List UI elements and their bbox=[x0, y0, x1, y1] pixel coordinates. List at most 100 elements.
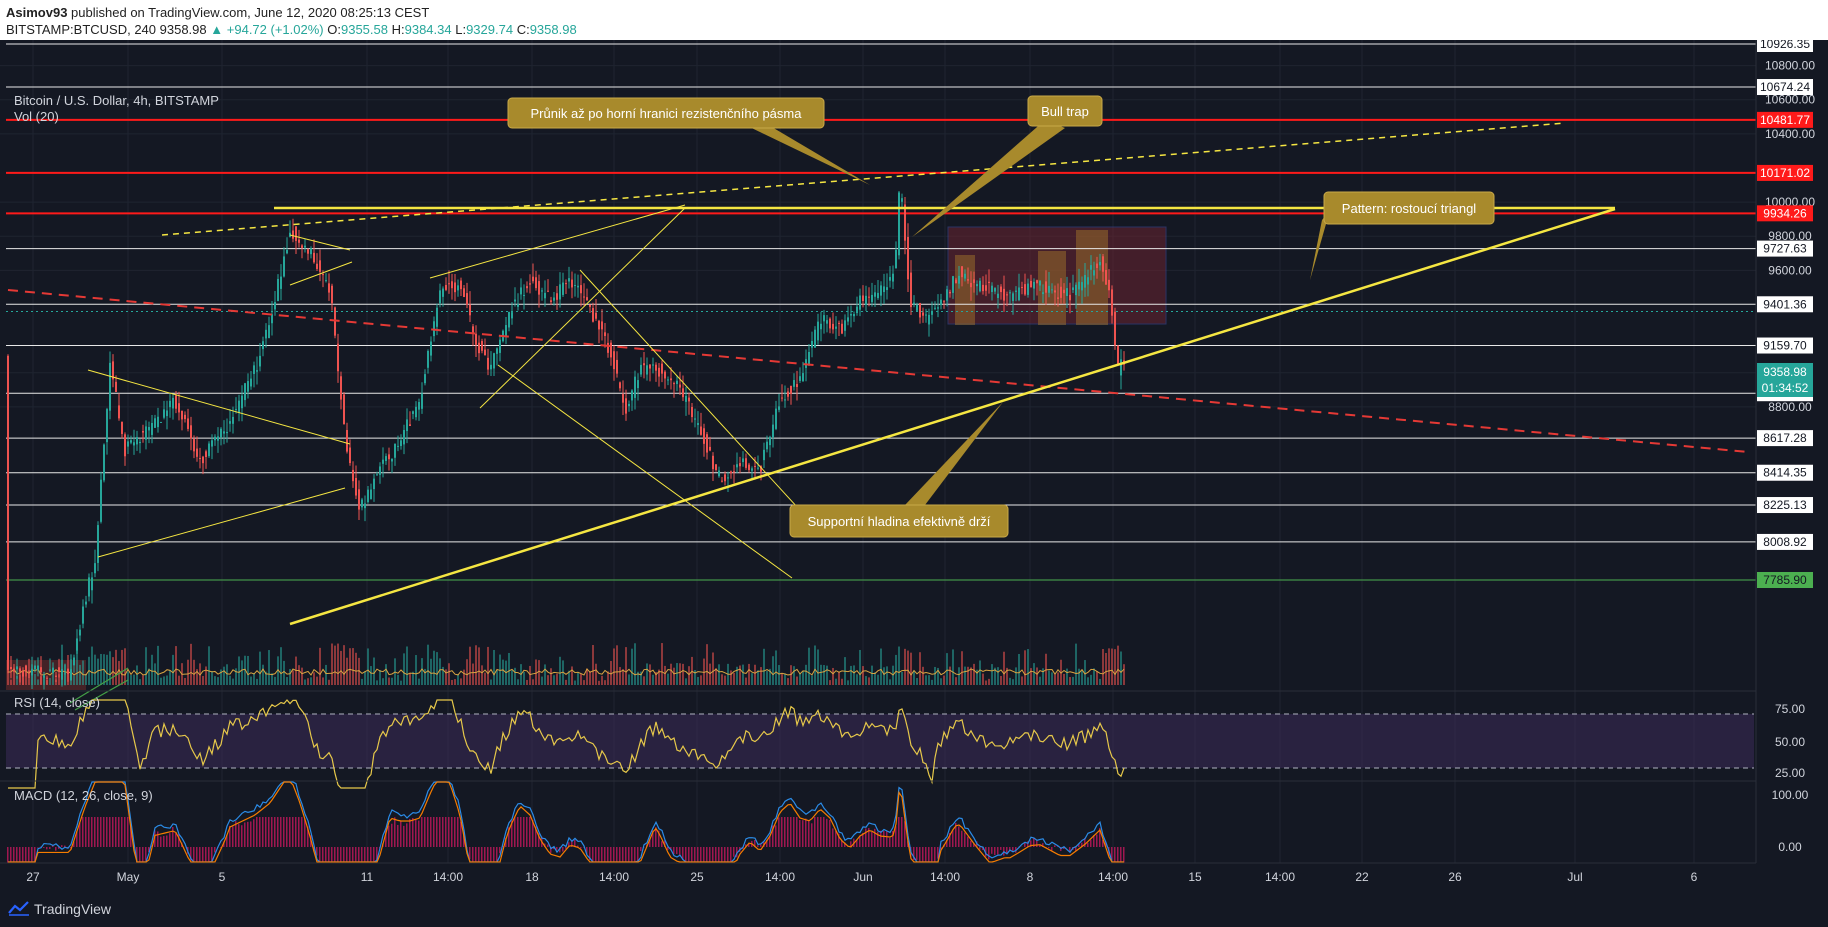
time-tick-label: 14:00 bbox=[1098, 870, 1128, 884]
macd-hist-bar bbox=[388, 825, 390, 847]
macd-hist-bar bbox=[100, 817, 102, 847]
macd-hist-bar bbox=[595, 847, 597, 867]
callout-bull-trap[interactable]: Bull trap bbox=[912, 95, 1103, 237]
price-tick-label: 8800.00 bbox=[1768, 400, 1812, 414]
volume-bar bbox=[187, 659, 189, 685]
macd-hist-bar bbox=[802, 820, 804, 847]
candle-body bbox=[484, 349, 486, 356]
macd-hist-bar bbox=[1087, 842, 1089, 847]
candle-body bbox=[253, 365, 255, 374]
callout-support[interactable]: Supportní hladina efektivně drží bbox=[789, 402, 1009, 538]
candle-body bbox=[184, 414, 186, 420]
volume-bar bbox=[625, 647, 627, 685]
macd-hist-bar bbox=[322, 847, 324, 869]
candle-body bbox=[448, 283, 450, 285]
candle-body bbox=[346, 429, 348, 452]
triangle-support-line[interactable] bbox=[289, 207, 1616, 626]
macd-hist-bar bbox=[862, 832, 864, 847]
chart-area[interactable]: Průnik až po horní hranici rezistenčního… bbox=[0, 40, 1828, 887]
volume-bar bbox=[487, 646, 489, 685]
macd-hist-bar bbox=[838, 833, 840, 847]
time-tick-label: 11 bbox=[361, 870, 374, 884]
candle-body bbox=[883, 286, 885, 293]
candle-body bbox=[1075, 284, 1077, 296]
candle-body bbox=[517, 304, 519, 307]
candle-body bbox=[1024, 284, 1026, 295]
volume-bar bbox=[688, 666, 690, 685]
volume-bar bbox=[862, 666, 864, 685]
volume-bar bbox=[724, 675, 726, 685]
candle-body bbox=[286, 249, 288, 254]
candle-body bbox=[97, 525, 99, 563]
macd-hist-bar bbox=[97, 817, 99, 847]
macd-hist-bar bbox=[556, 847, 558, 850]
macd-legend: MACD (12, 26, close, 9) bbox=[14, 788, 153, 803]
candle-body bbox=[187, 418, 189, 429]
volume-bar bbox=[976, 669, 978, 685]
candle-body bbox=[871, 294, 873, 303]
candle-body bbox=[862, 295, 864, 302]
thin-line-5 bbox=[429, 204, 686, 279]
last-price-label: 9358.98 01:34:52 bbox=[1757, 363, 1813, 397]
volume-bar bbox=[169, 670, 171, 685]
macd-hist-bar bbox=[940, 847, 942, 850]
candle-body bbox=[553, 297, 555, 301]
macd-hist-bar bbox=[259, 817, 261, 847]
candle-body bbox=[148, 427, 150, 431]
macd-hist-bar bbox=[163, 835, 165, 847]
volume-bar bbox=[385, 664, 387, 685]
candle-body bbox=[343, 394, 345, 425]
time-tick-label: 22 bbox=[1355, 870, 1369, 884]
candle-body bbox=[820, 323, 822, 330]
macd-hist-bar bbox=[871, 831, 873, 847]
macd-hist-bar bbox=[550, 847, 552, 853]
macd-hist-bar bbox=[1030, 840, 1032, 847]
macd-hist-bar bbox=[430, 817, 432, 847]
volume-bar bbox=[814, 645, 816, 685]
macd-hist-bar bbox=[247, 821, 249, 847]
macd-hist-bar bbox=[532, 819, 534, 847]
volume-bar bbox=[139, 679, 141, 685]
volume-bar bbox=[661, 643, 663, 685]
volume-bar bbox=[703, 658, 705, 685]
volume-bar bbox=[34, 673, 36, 685]
level-label-bg bbox=[1757, 164, 1813, 181]
macd-hist-bar bbox=[112, 817, 114, 847]
macd-hist-bar bbox=[805, 818, 807, 847]
macd-hist-bar bbox=[973, 843, 975, 847]
volume-bar bbox=[598, 680, 600, 685]
volume-bar bbox=[1024, 650, 1026, 685]
macd-hist-bar bbox=[130, 826, 132, 847]
open-label: O: bbox=[327, 22, 341, 37]
candle-body bbox=[526, 286, 528, 289]
macd-hist-bar bbox=[577, 845, 579, 847]
macd-hist-bar bbox=[817, 817, 819, 847]
volume-bar bbox=[1063, 673, 1065, 685]
macd-hist-bar bbox=[967, 836, 969, 847]
macd-hist-bar bbox=[460, 821, 462, 847]
macd-hist-bar bbox=[733, 847, 735, 857]
volume-bar bbox=[13, 664, 15, 685]
macd-hist-bar bbox=[109, 817, 111, 847]
volume-bar bbox=[514, 667, 516, 685]
candle-body bbox=[1009, 292, 1011, 294]
volume-bar bbox=[709, 663, 711, 685]
volume-bar bbox=[154, 663, 156, 685]
volume-bar bbox=[166, 675, 168, 685]
candle-body bbox=[466, 293, 468, 305]
macd-hist-bar bbox=[295, 817, 297, 847]
macd-hist-bar bbox=[874, 828, 876, 847]
brand-name[interactable]: TradingView bbox=[34, 901, 112, 917]
volume-bar bbox=[955, 677, 957, 685]
macd-hist-bar bbox=[1000, 847, 1002, 850]
candle-body bbox=[799, 376, 801, 381]
author[interactable]: Asimov93 bbox=[6, 5, 68, 20]
volume-bar bbox=[343, 645, 345, 685]
callout-triangle[interactable]: Pattern: rostoucí triangl bbox=[1310, 191, 1495, 280]
time-axis[interactable] bbox=[0, 863, 1828, 887]
candle-body bbox=[643, 363, 645, 366]
callout-resistance[interactable]: Průnik až po horní hranici rezistenčního… bbox=[507, 97, 870, 185]
macd-hist-bar bbox=[298, 817, 300, 847]
candle-body bbox=[394, 443, 396, 458]
candle-body bbox=[118, 405, 120, 419]
